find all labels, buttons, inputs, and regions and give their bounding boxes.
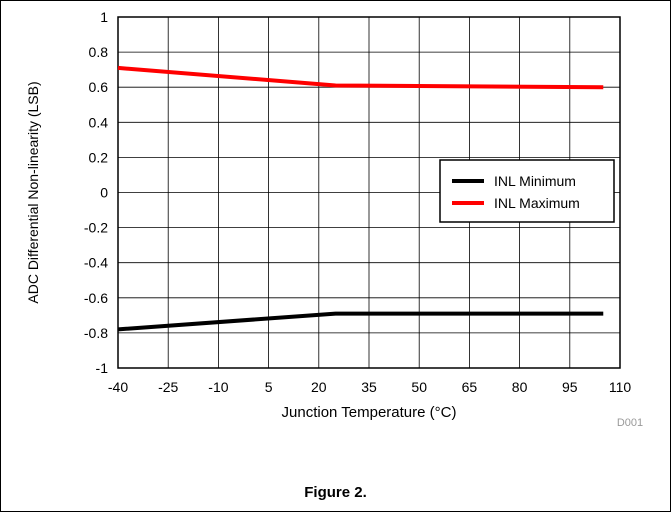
y-tick-label-0: -1 [96, 360, 109, 376]
x-tick-label-1: -25 [158, 379, 178, 395]
x-tick-label-2: -10 [208, 379, 228, 395]
y-tick-label-10: 1 [100, 9, 108, 25]
y-axis-label: ADC Differential Non-linearity (LSB) [25, 81, 41, 303]
y-tick-label-4: -0.2 [84, 220, 108, 236]
y-tick-label-5: 0 [100, 185, 108, 201]
x-tick-label-9: 95 [562, 379, 578, 395]
legend-box [439, 159, 615, 223]
chart: -40 -25 -10 5 20 35 50 65 80 95 110 -1 -0.8 -0.6 -0.4… [25, 9, 643, 429]
y-tick-label-1: -0.8 [84, 325, 108, 341]
figure-caption: Figure 2. [304, 484, 367, 501]
x-tick-label-0: -40 [108, 379, 128, 395]
x-tick-labels: -40 -25 -10 5 20 35 50 65 80 95 110 [108, 379, 631, 395]
series-line-0 [117, 311, 604, 332]
series-lines [117, 65, 604, 332]
series-line-1 [117, 65, 604, 90]
x-tick-label-10: 110 [609, 379, 632, 395]
y-tick-label-9: 0.8 [89, 44, 109, 60]
legend: INL Minimum INL Maximum [439, 159, 615, 223]
x-axis-label: Junction Temperature (°C) [282, 404, 457, 421]
x-tick-label-3: 5 [265, 379, 273, 395]
x-tick-label-6: 50 [411, 379, 427, 395]
y-tick-label-8: 0.6 [89, 79, 109, 95]
legend-label-1: INL Maximum [494, 195, 580, 211]
x-tick-label-5: 35 [361, 379, 377, 395]
y-tick-label-3: -0.4 [84, 255, 108, 271]
figure-code-label: D001 [617, 417, 643, 429]
x-tick-label-8: 80 [512, 379, 528, 395]
y-tick-label-7: 0.4 [89, 114, 109, 130]
y-tick-labels: -1 -0.8 -0.6 -0.4 -0.2 0 0.2 0.4 0.6 0.8 1 [84, 9, 108, 376]
legend-label-0: INL Minimum [494, 173, 576, 189]
y-tick-label-2: -0.6 [84, 290, 108, 306]
plot-area [117, 16, 621, 369]
x-tick-label-4: 20 [311, 379, 327, 395]
x-tick-label-7: 65 [462, 379, 478, 395]
y-tick-label-6: 0.2 [89, 149, 109, 165]
